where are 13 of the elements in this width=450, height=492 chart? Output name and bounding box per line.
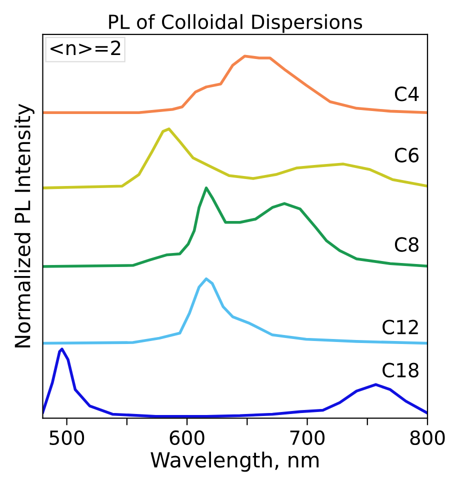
y-axis-title: Normalized PL Intensity bbox=[14, 104, 34, 348]
x-tick-label: 500 bbox=[50, 430, 84, 446]
x-tick-label: 700 bbox=[290, 430, 325, 446]
text: <n>=2 bbox=[50, 40, 120, 55]
x-tick-label: 600 bbox=[170, 430, 204, 446]
series-label: C12 bbox=[382, 320, 418, 334]
x-tick-label: 800 bbox=[410, 430, 445, 446]
series-label: C4 bbox=[394, 86, 419, 102]
series-label: C8 bbox=[394, 237, 418, 252]
chart-title: PL of Colloidal Dispersions bbox=[109, 14, 362, 33]
series-label: C18 bbox=[382, 362, 418, 378]
series-label: C6 bbox=[394, 148, 419, 162]
x-axis-title: Wavelength, nm bbox=[150, 452, 319, 472]
